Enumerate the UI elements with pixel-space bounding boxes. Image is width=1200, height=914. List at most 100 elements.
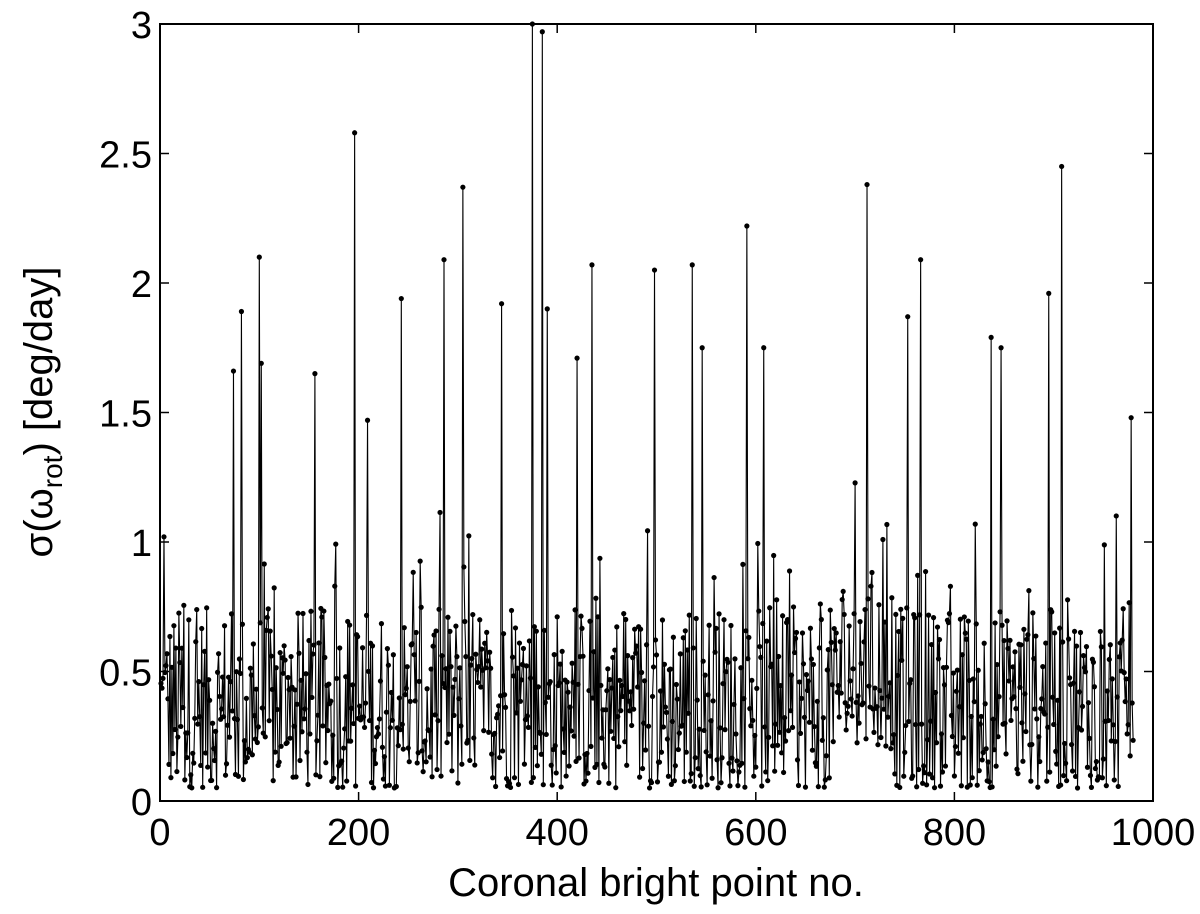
data-point: [849, 713, 855, 719]
data-point: [238, 308, 245, 315]
data-point: [1001, 637, 1007, 644]
data-point: [1045, 724, 1051, 730]
data-point: [303, 671, 309, 677]
data-point: [588, 743, 594, 750]
data-point: [646, 785, 653, 791]
data-point: [828, 639, 834, 646]
data-point: [654, 779, 661, 785]
data-point: [692, 755, 698, 761]
data-point: [614, 624, 620, 630]
data-point: [936, 636, 943, 643]
data-point: [835, 682, 841, 689]
data-point: [753, 764, 759, 770]
data-point: [847, 678, 853, 684]
data-point: [344, 778, 350, 784]
x-tick-label: 800: [923, 812, 986, 854]
data-point: [746, 634, 752, 641]
data-point: [288, 653, 294, 660]
data-point: [416, 678, 422, 684]
data-point: [650, 664, 657, 670]
data-point: [607, 676, 613, 683]
data-point: [1017, 684, 1023, 690]
data-point: [687, 778, 693, 784]
data-point: [774, 597, 780, 603]
data-point: [941, 682, 948, 688]
data-point: [905, 314, 911, 320]
data-point: [257, 620, 263, 626]
data-point: [863, 736, 869, 742]
data-point: [1068, 741, 1075, 748]
data-point: [725, 659, 731, 665]
data-point: [1112, 738, 1118, 745]
data-point: [1020, 758, 1026, 764]
data-point: [906, 718, 912, 725]
data-point: [734, 758, 740, 764]
data-point: [251, 713, 257, 719]
data-point: [569, 660, 575, 666]
data-point: [951, 773, 958, 779]
data-point: [763, 769, 769, 775]
data-point: [267, 628, 273, 634]
data-point: [630, 655, 636, 661]
data-point: [1104, 688, 1110, 694]
data-point: [230, 368, 237, 374]
data-point: [385, 662, 391, 668]
data-point: [471, 735, 477, 741]
data-point: [988, 334, 994, 340]
data-point: [259, 705, 265, 711]
data-point: [282, 657, 288, 663]
data-point: [898, 606, 904, 612]
data-point: [1074, 785, 1081, 791]
data-point: [718, 780, 724, 786]
data-point: [904, 605, 910, 611]
data-point: [843, 727, 849, 733]
data-point: [942, 763, 949, 769]
data-point: [266, 718, 272, 724]
data-point: [308, 608, 314, 614]
y-tick-label: 3: [131, 5, 152, 47]
data-point: [761, 345, 767, 351]
data-point: [691, 783, 697, 789]
data-point: [933, 740, 940, 746]
data-point: [456, 696, 462, 702]
data-point: [566, 763, 572, 769]
data-point: [1022, 691, 1028, 697]
data-point: [163, 663, 169, 669]
data-point: [364, 417, 371, 423]
data-point: [440, 680, 446, 687]
data-point: [823, 753, 829, 759]
data-point: [1091, 684, 1098, 690]
data-point: [398, 295, 404, 302]
data-point: [411, 652, 417, 658]
data-point: [1101, 542, 1107, 548]
data-point: [652, 637, 659, 643]
data-point: [281, 643, 287, 649]
data-point: [980, 749, 986, 756]
data-point: [501, 692, 508, 698]
data-point: [1106, 656, 1112, 663]
data-point: [775, 742, 781, 748]
data-point: [709, 775, 715, 781]
data-point: [538, 751, 544, 757]
data-point: [743, 628, 749, 634]
data-point: [469, 655, 475, 662]
data-point: [580, 653, 586, 659]
data-point: [885, 714, 891, 720]
data-point: [700, 658, 706, 664]
data-point: [613, 785, 619, 791]
data-point: [622, 739, 628, 745]
data-point: [1093, 759, 1099, 765]
data-point: [177, 659, 183, 666]
data-point: [889, 595, 895, 601]
data-point: [696, 726, 702, 732]
data-point: [706, 622, 712, 628]
data-point: [903, 722, 909, 729]
data-point: [795, 782, 802, 789]
data-point: [744, 223, 750, 229]
data-point: [460, 184, 466, 190]
data-point: [821, 784, 827, 790]
data-point: [770, 743, 776, 749]
data-point: [777, 729, 783, 735]
x-tick-label: 400: [525, 812, 588, 854]
data-point: [167, 633, 173, 640]
